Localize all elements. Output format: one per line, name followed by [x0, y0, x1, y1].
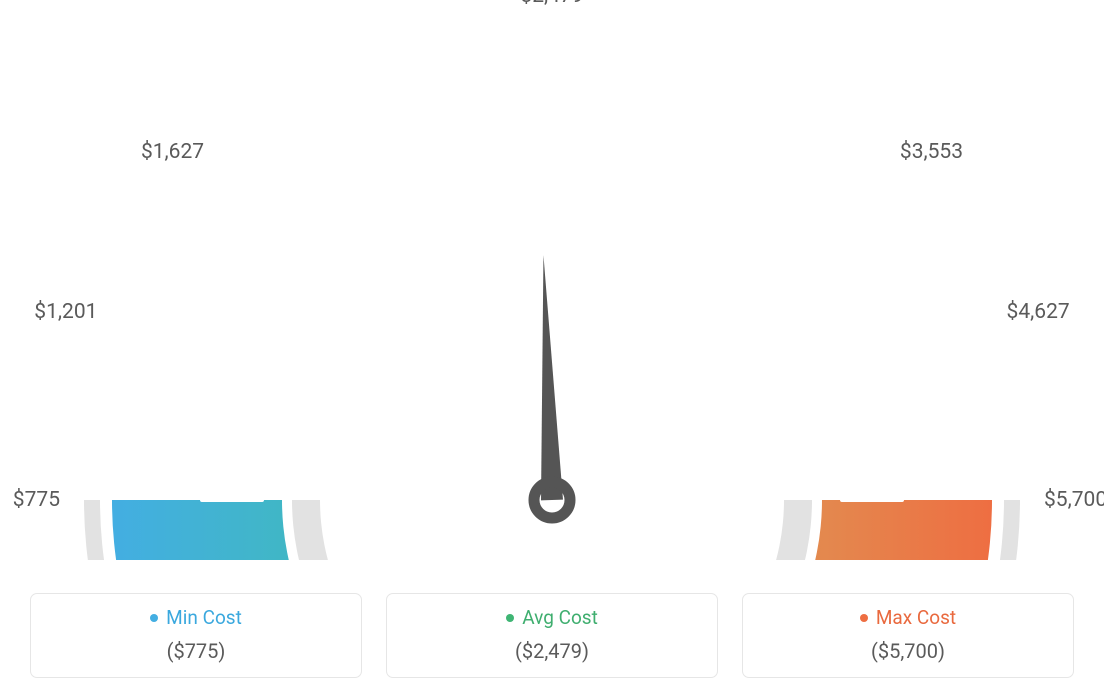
legend-title: Max Cost [860, 606, 956, 629]
cost-gauge-chart: $775 $1,201 $1,627 $2,479 $3,553 $4,627 $5,700… [0, 0, 1104, 690]
gauge-tick-label: $1,627 [141, 140, 204, 164]
legend-dot-icon [506, 614, 514, 622]
gauge-area: $775 $1,201 $1,627 $2,479 $3,553 $4,627 $5,700 [0, 0, 1104, 560]
legend-title: Avg Cost [506, 606, 598, 629]
legend-title-text: Avg Cost [522, 606, 598, 629]
legend-value: ($2,479) [397, 639, 707, 663]
gauge-tick-label: $5,700 [1044, 488, 1104, 512]
legend-value: ($775) [41, 639, 351, 663]
legend-card: Max Cost ($5,700) [742, 593, 1074, 678]
legend-title-text: Min Cost [166, 606, 242, 629]
gauge-svg [0, 0, 1104, 560]
legend-title: Min Cost [150, 606, 242, 629]
gauge-tick-label: $1,201 [34, 300, 97, 324]
gauge-tick-label: $3,553 [900, 140, 963, 164]
legend-dot-icon [150, 614, 158, 622]
gauge-tick-label: $4,627 [1007, 300, 1070, 324]
legend-card: Avg Cost ($2,479) [386, 593, 718, 678]
gauge-tick-label: $2,479 [520, 0, 583, 8]
gauge-tick-label: $775 [13, 488, 60, 512]
legend-card: Min Cost ($775) [30, 593, 362, 678]
legend-value: ($5,700) [753, 639, 1063, 663]
legend-title-text: Max Cost [876, 606, 956, 629]
legend-dot-icon [860, 614, 868, 622]
legend-row: Min Cost ($775) Avg Cost ($2,479) Max Cost ($… [0, 593, 1104, 678]
